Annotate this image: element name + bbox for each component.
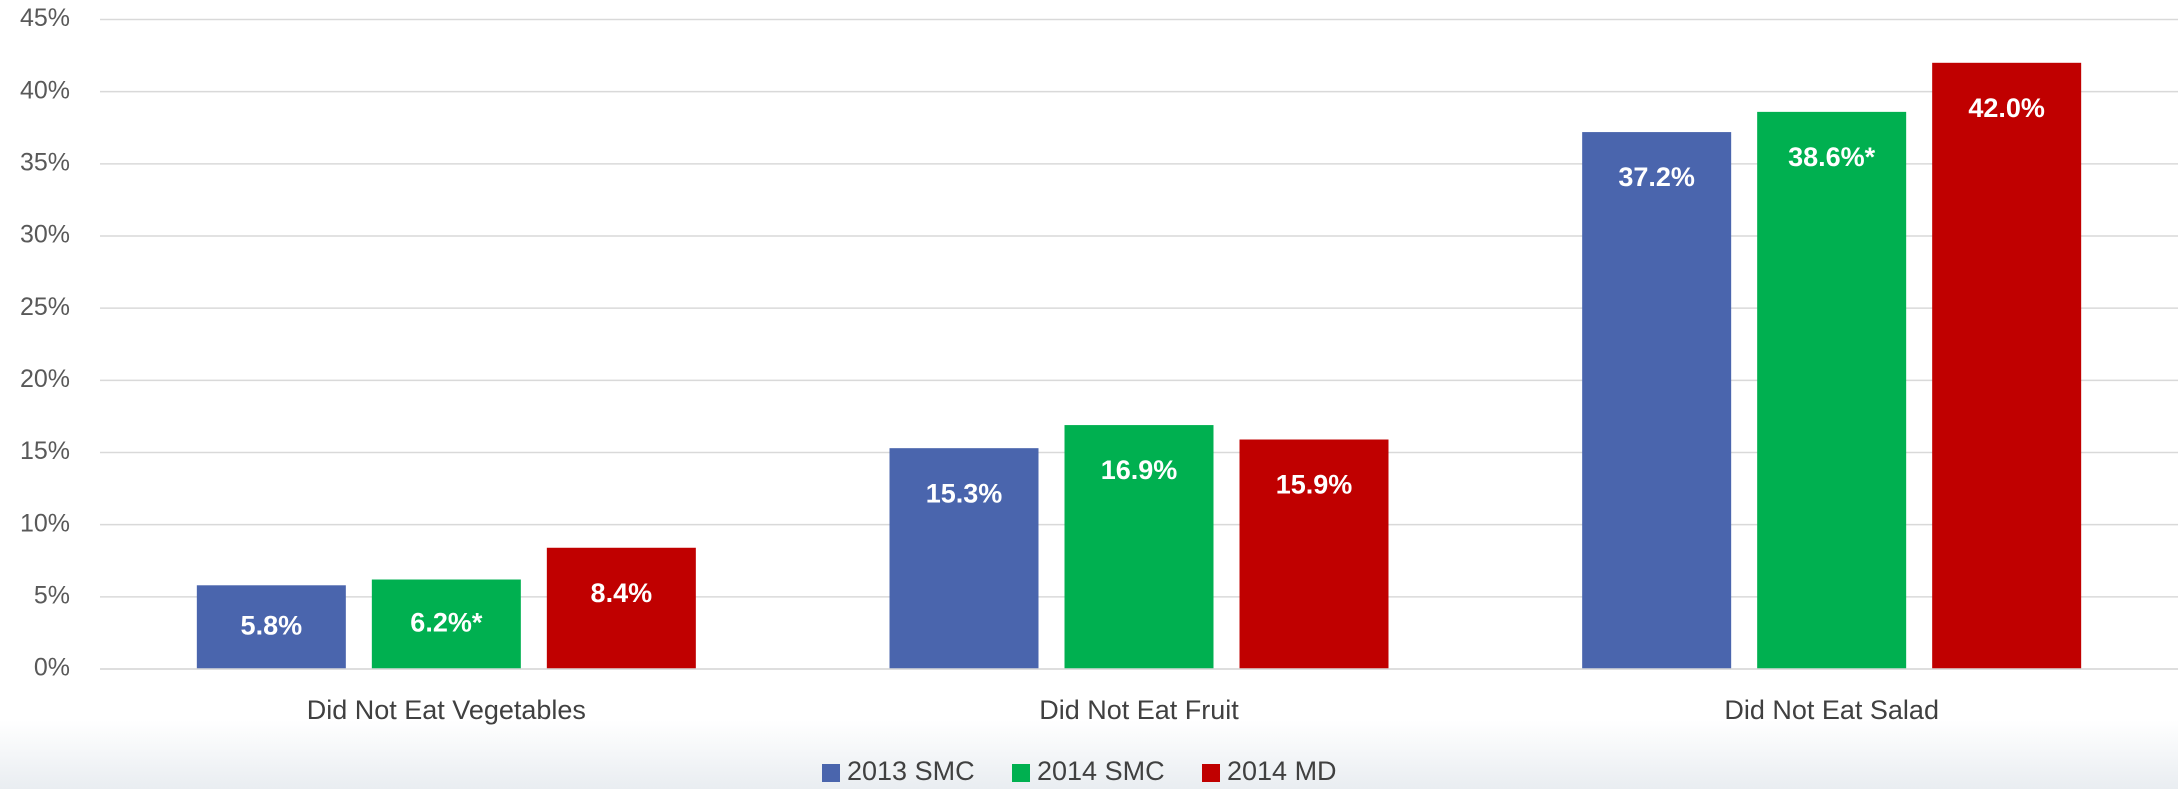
legend-swatch — [1012, 764, 1030, 782]
legend-swatch — [822, 764, 840, 782]
bar — [1582, 132, 1732, 669]
value-label: 5.8% — [241, 610, 303, 640]
legend-label: 2013 SMC — [847, 756, 975, 786]
y-tick-label: 25% — [20, 293, 70, 321]
y-tick-label: 5% — [34, 581, 70, 609]
value-label: 15.9% — [1276, 470, 1353, 500]
bar — [1064, 425, 1214, 669]
y-tick-label: 45% — [20, 4, 70, 32]
y-tick-label: 40% — [20, 76, 70, 104]
y-tick-label: 20% — [20, 365, 70, 393]
y-tick-label: 10% — [20, 509, 70, 537]
value-label: 42.0% — [1968, 93, 2045, 123]
x-tick-label: Did Not Eat Salad — [1724, 695, 1939, 725]
value-label: 37.2% — [1618, 162, 1695, 192]
x-tick-label: Did Not Eat Vegetables — [307, 695, 586, 725]
bar — [1757, 111, 1907, 669]
bar — [196, 585, 346, 669]
value-label: 38.6%* — [1788, 142, 1876, 172]
legend-label: 2014 SMC — [1037, 756, 1165, 786]
legend-label: 2014 MD — [1227, 756, 1337, 786]
y-tick-label: 30% — [20, 221, 70, 249]
y-tick-label: 35% — [20, 148, 70, 176]
footer-band — [0, 720, 2178, 789]
value-label: 8.4% — [591, 578, 653, 608]
y-tick-label: 0% — [34, 654, 70, 682]
bar — [1239, 439, 1389, 669]
value-label: 15.3% — [926, 478, 1003, 508]
value-label: 16.9% — [1101, 455, 1178, 485]
x-tick-label: Did Not Eat Fruit — [1039, 695, 1239, 725]
value-label: 6.2%* — [410, 607, 483, 637]
bar — [889, 448, 1039, 669]
y-tick-label: 15% — [20, 437, 70, 465]
bar — [1932, 62, 2082, 670]
bar — [546, 547, 696, 669]
bar — [371, 579, 521, 669]
legend-swatch — [1202, 764, 1220, 782]
